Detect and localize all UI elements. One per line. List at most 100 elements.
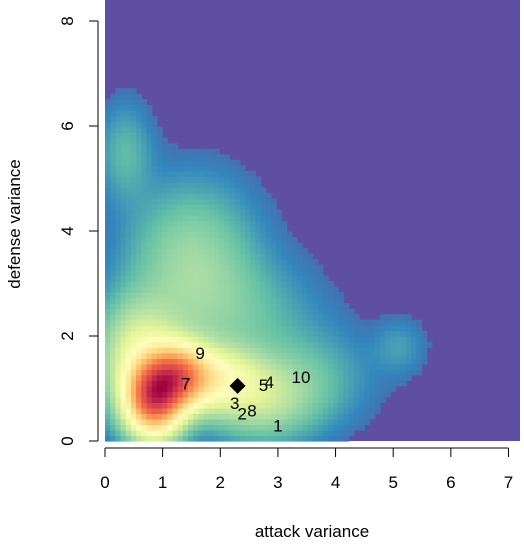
heatmap-cell <box>219 159 225 166</box>
heatmap-cell <box>245 231 251 238</box>
heatmap-cell <box>364 413 371 420</box>
heatmap-cell <box>276 385 282 392</box>
heatmap-cell <box>188 385 194 392</box>
heatmap-cell <box>146 286 153 293</box>
heatmap-cell <box>328 424 334 431</box>
heatmap-cell <box>193 347 199 354</box>
heatmap-cell <box>141 214 148 222</box>
heatmap-cell <box>224 270 231 277</box>
heatmap-cell <box>172 237 179 244</box>
heatmap-cell <box>115 237 122 244</box>
heatmap-cell <box>219 325 225 332</box>
heatmap-cell <box>125 424 132 431</box>
heatmap-cell <box>188 303 194 310</box>
heatmap-cell <box>255 363 262 370</box>
heatmap-cell <box>151 325 158 332</box>
heatmap-cell <box>115 314 122 321</box>
heatmap-cell <box>115 187 122 194</box>
heatmap-cell <box>151 154 158 161</box>
heatmap-cell <box>224 275 231 282</box>
heatmap-cell <box>354 396 360 404</box>
heatmap-cell <box>250 369 257 376</box>
heatmap-cell <box>317 303 324 310</box>
heatmap-cell <box>250 248 257 255</box>
heatmap-cell <box>151 187 158 194</box>
heatmap-cell <box>302 407 308 415</box>
heatmap-cell <box>208 264 215 271</box>
heatmap-cell <box>120 209 127 216</box>
heatmap-cell <box>250 292 257 299</box>
heatmap-cell <box>172 413 179 420</box>
heatmap-cell <box>359 407 365 415</box>
heatmap-cell <box>105 418 111 426</box>
heatmap-cell <box>260 358 267 365</box>
heatmap-cell <box>354 402 360 409</box>
heatmap-cell <box>328 314 334 321</box>
heatmap-cell <box>193 352 199 359</box>
heatmap-cell <box>177 396 184 404</box>
heatmap-cell <box>193 192 199 200</box>
heatmap-cell <box>177 209 184 216</box>
heatmap-cell <box>136 429 142 437</box>
heatmap-cell <box>302 347 308 354</box>
heatmap-cell <box>219 264 225 271</box>
heatmap-cell <box>208 352 215 359</box>
heatmap-cell <box>167 209 174 216</box>
heatmap-cell <box>234 259 241 266</box>
heatmap-cell <box>177 198 184 205</box>
heatmap-cell <box>162 325 168 332</box>
heatmap-cell <box>291 352 298 359</box>
heatmap-cell <box>312 363 319 370</box>
heatmap-cell <box>120 418 127 426</box>
heatmap-cell <box>151 143 158 150</box>
heatmap-cell <box>296 429 303 437</box>
heatmap-cell <box>276 209 282 216</box>
heatmap-cell <box>172 159 179 166</box>
heatmap-cell <box>162 209 168 216</box>
heatmap-cell <box>291 363 298 370</box>
heatmap-cell <box>255 187 262 194</box>
point-label: 10 <box>292 368 311 387</box>
heatmap-cell <box>141 203 148 211</box>
heatmap-cell <box>110 314 116 321</box>
heatmap-cell <box>317 336 324 343</box>
heatmap-cell <box>125 198 132 205</box>
heatmap-cell <box>265 209 272 216</box>
heatmap-cell <box>281 281 288 288</box>
heatmap-cell <box>120 99 127 106</box>
heatmap-cell <box>213 181 220 189</box>
heatmap-cell <box>120 385 127 392</box>
heatmap-cell <box>208 259 215 266</box>
heatmap-cell <box>224 181 231 189</box>
heatmap-cell <box>400 347 407 354</box>
heatmap-cell <box>348 325 355 332</box>
heatmap-cell <box>328 341 334 348</box>
heatmap-cell <box>177 358 184 365</box>
heatmap-cell <box>302 341 308 348</box>
heatmap-cell <box>250 181 257 189</box>
heatmap-cell <box>338 418 345 426</box>
heatmap-cell <box>115 347 122 354</box>
heatmap-cell <box>162 358 168 365</box>
heatmap-cell <box>224 226 231 233</box>
heatmap-cell <box>219 292 225 299</box>
heatmap-cell <box>146 374 153 381</box>
heatmap-cell <box>213 220 220 227</box>
heatmap-cell <box>219 303 225 310</box>
heatmap-cell <box>203 242 210 249</box>
heatmap-cell <box>193 407 199 415</box>
heatmap-cell <box>203 303 210 310</box>
heatmap-cell <box>271 226 277 233</box>
heatmap-cell <box>213 363 220 370</box>
heatmap-cell <box>239 336 246 343</box>
heatmap-cell <box>182 341 189 348</box>
heatmap-cell <box>369 385 376 392</box>
heatmap-cell <box>105 104 111 111</box>
heatmap-cell <box>265 297 272 304</box>
heatmap-cell <box>115 407 122 415</box>
heatmap-cell <box>120 402 127 409</box>
x-tick-label: 7 <box>504 473 513 492</box>
heatmap-cell <box>130 314 137 321</box>
heatmap-cell <box>219 226 225 233</box>
heatmap-cell <box>141 330 148 337</box>
